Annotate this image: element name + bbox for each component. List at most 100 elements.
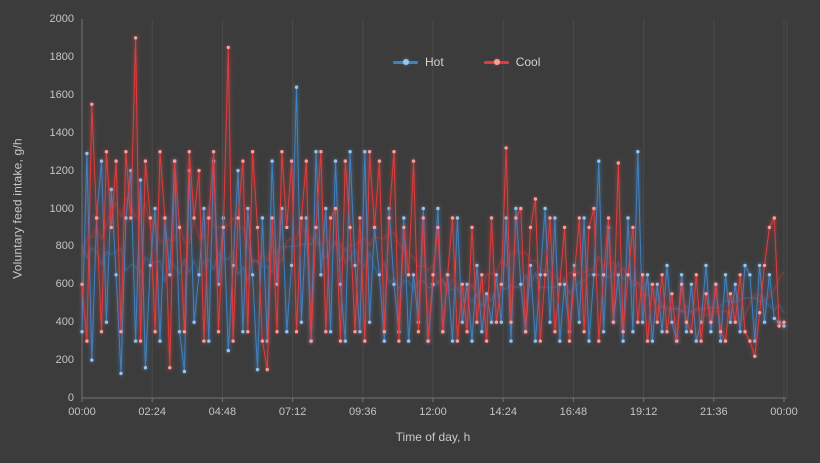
data-point-cool: [338, 339, 343, 343]
data-point-hot: [299, 320, 304, 324]
data-point-hot: [548, 320, 552, 324]
data-point-hot: [285, 330, 289, 334]
data-point-cool: [562, 225, 567, 230]
data-point-cool: [133, 36, 138, 40]
y-tick-label: 1200: [49, 164, 74, 177]
data-point-hot: [723, 273, 728, 277]
data-point-hot: [377, 273, 382, 277]
data-point-cool: [207, 216, 211, 220]
data-point-cool: [572, 273, 577, 277]
data-point-hot: [402, 216, 406, 220]
data-point-cool: [538, 339, 542, 343]
data-point-cool: [143, 159, 148, 163]
data-point-cool: [85, 339, 89, 343]
data-point-hot: [757, 263, 762, 268]
y-tick-label: 400: [55, 316, 74, 329]
data-point-hot: [558, 339, 562, 343]
data-point-cool: [421, 216, 425, 220]
data-point-hot: [260, 216, 265, 220]
data-point-hot: [182, 369, 187, 374]
data-point-hot: [655, 282, 659, 286]
data-point-cool: [679, 282, 684, 286]
data-point-hot: [304, 216, 308, 220]
data-point-cool: [285, 225, 289, 230]
data-point-cool: [436, 225, 440, 230]
data-point-hot: [133, 339, 138, 343]
data-point-hot: [709, 330, 713, 334]
data-point-cool: [129, 216, 133, 220]
data-point-cool: [748, 339, 752, 343]
data-point-hot: [177, 330, 182, 334]
data-point-cool: [363, 339, 367, 343]
data-point-hot: [597, 159, 601, 163]
x-axis-title: Time of day, h: [395, 430, 471, 444]
data-point-hot: [533, 339, 538, 343]
data-point-cool: [460, 282, 464, 286]
data-point-cool: [348, 225, 352, 230]
data-point-cool: [372, 225, 377, 230]
data-point-cool: [431, 273, 435, 277]
data-point-cool: [767, 225, 772, 230]
data-point-hot: [767, 273, 772, 277]
data-point-cool: [353, 330, 357, 334]
data-point-hot: [577, 320, 581, 324]
y-tick-label: 0: [67, 392, 74, 404]
data-point-cool: [163, 216, 167, 220]
data-point-cool: [504, 146, 508, 150]
data-point-hot: [592, 273, 596, 277]
data-point-hot: [450, 339, 455, 343]
data-point-hot: [270, 159, 274, 163]
data-point-cool: [314, 225, 318, 230]
data-point-cool: [324, 330, 328, 334]
data-point-hot: [665, 263, 669, 268]
data-point-cool: [358, 216, 362, 220]
data-point-cool: [211, 150, 216, 154]
data-point-cool: [309, 339, 313, 343]
data-point-hot: [338, 282, 343, 286]
data-point-hot: [226, 348, 230, 353]
data-point-hot: [636, 150, 640, 154]
data-point-hot: [718, 339, 723, 343]
data-point-cool: [704, 292, 708, 296]
data-point-cool: [280, 150, 284, 154]
data-point-cool: [119, 330, 123, 334]
data-point-hot: [367, 320, 372, 324]
data-point-cool: [650, 282, 655, 286]
legend-item-cool[interactable]: Cool: [483, 55, 540, 69]
data-point-hot: [114, 273, 118, 277]
data-point-cool: [484, 339, 489, 343]
data-point-cool: [221, 225, 226, 230]
data-point-cool: [499, 282, 503, 286]
legend-label-hot: Hot: [425, 55, 444, 69]
data-point-hot: [99, 159, 104, 163]
data-point-cool: [177, 225, 182, 230]
hot-series-swatch-icon: [393, 59, 418, 65]
data-point-hot: [562, 282, 567, 286]
data-point-hot: [246, 206, 250, 211]
data-point-hot: [406, 339, 411, 343]
x-tick-label: 19:12: [629, 406, 658, 418]
data-point-cool: [138, 339, 143, 343]
data-point-hot: [319, 273, 323, 277]
data-point-cool: [772, 216, 776, 220]
data-point-cool: [723, 339, 728, 343]
data-point-cool: [665, 330, 669, 334]
data-point-cool: [714, 282, 718, 286]
data-point-cool: [655, 320, 659, 324]
data-point-hot: [504, 216, 508, 220]
data-point-hot: [499, 320, 503, 324]
data-point-cool: [582, 330, 586, 334]
y-tick-label: 1600: [49, 88, 74, 101]
data-point-cool: [333, 206, 338, 211]
data-point-hot: [314, 150, 318, 154]
data-point-cool: [426, 339, 430, 343]
legend-item-hot[interactable]: Hot: [393, 55, 444, 69]
data-point-hot: [192, 320, 196, 324]
data-point-hot: [382, 339, 386, 343]
data-point-hot: [411, 273, 416, 277]
data-point-hot: [470, 339, 474, 343]
data-point-cool: [289, 159, 294, 163]
data-point-cool: [246, 330, 250, 334]
data-point-hot: [343, 339, 347, 343]
x-tick-label: 16:48: [559, 406, 588, 418]
